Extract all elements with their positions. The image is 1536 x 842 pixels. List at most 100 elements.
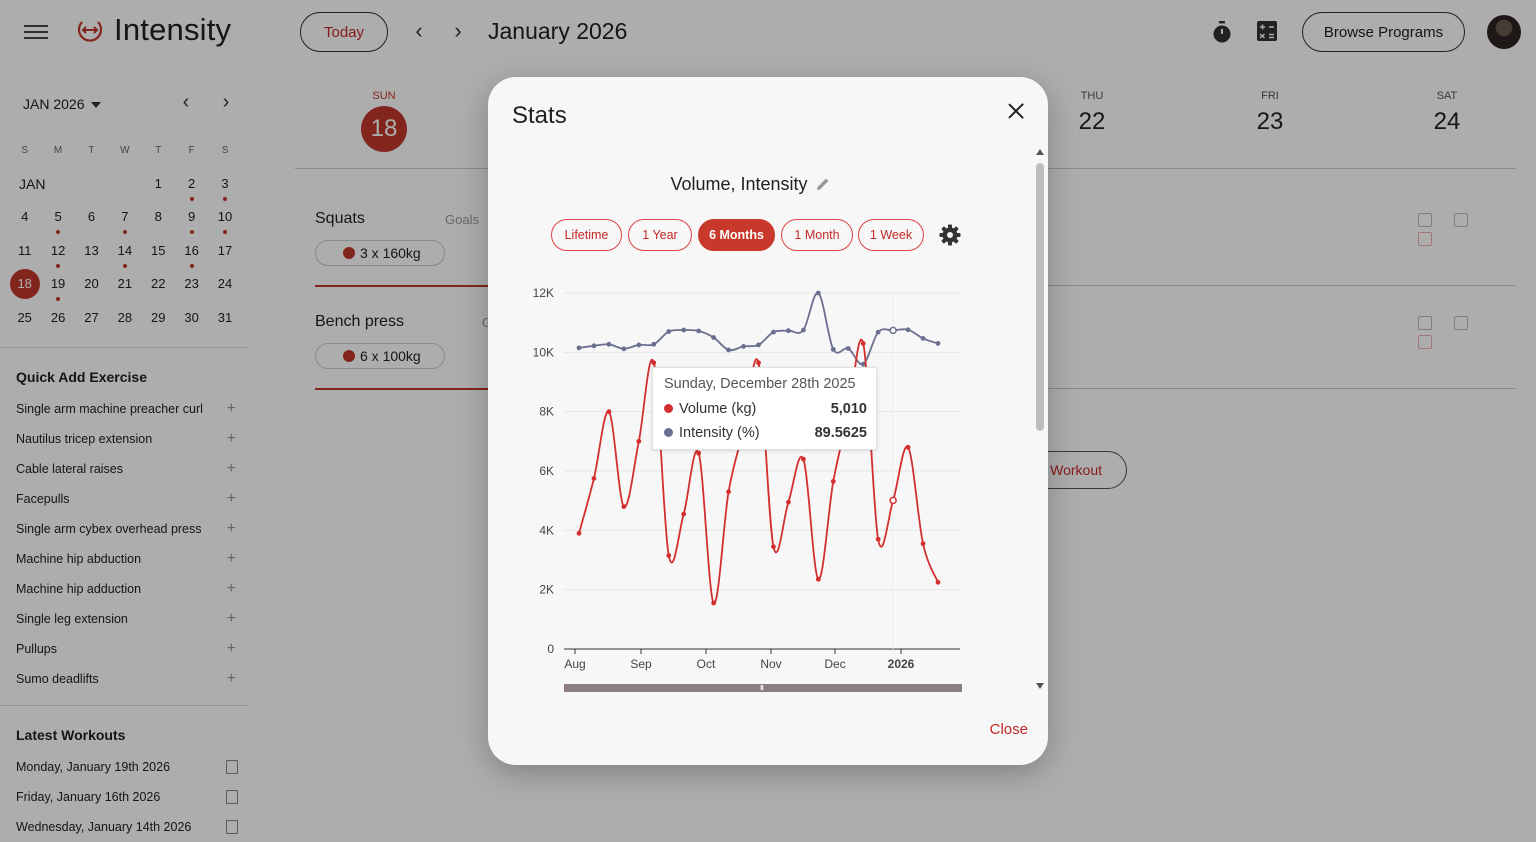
calendar-day[interactable]: 9 [175, 203, 208, 235]
plus-icon[interactable]: + [226, 610, 236, 627]
range-lifetime-button[interactable]: Lifetime [551, 219, 622, 251]
data-point[interactable] [741, 344, 746, 349]
pencil-icon[interactable] [816, 177, 830, 191]
quick-add-item[interactable]: Nautilus tricep extension + [0, 424, 248, 454]
calendar-day[interactable]: 20 [75, 270, 108, 298]
plus-icon[interactable]: + [226, 400, 236, 417]
calendar-day[interactable]: 16 [175, 237, 208, 268]
data-point[interactable] [815, 290, 821, 296]
data-point[interactable] [786, 499, 791, 505]
data-point[interactable] [576, 530, 582, 536]
data-point[interactable] [606, 341, 612, 347]
calendar-day[interactable]: 15 [142, 237, 175, 265]
quick-add-item[interactable]: Pullups + [0, 634, 248, 664]
latest-workout-item[interactable]: Friday, January 16th 2026 [0, 782, 248, 812]
goals-label[interactable]: Goals [445, 212, 479, 227]
quick-add-item[interactable]: Facepulls + [0, 484, 248, 514]
calendar-day[interactable]: 10 [208, 203, 241, 235]
data-point[interactable] [771, 544, 776, 550]
plus-icon[interactable]: + [226, 430, 236, 447]
quick-add-item[interactable]: Sumo deadlifts + [0, 664, 248, 694]
data-point[interactable] [636, 438, 642, 444]
data-point[interactable] [636, 342, 642, 348]
share-icon[interactable] [1454, 316, 1468, 330]
data-point[interactable] [681, 327, 687, 333]
data-point[interactable] [651, 341, 657, 347]
delete-icon[interactable] [1418, 335, 1432, 349]
quick-add-item[interactable]: Machine hip adduction + [0, 574, 248, 604]
calendar-day[interactable]: 5 [41, 203, 74, 235]
set-chip[interactable]: 3 x 160kg [315, 240, 445, 266]
scroll-thumb[interactable] [1036, 163, 1044, 431]
calendar-day[interactable]: 23 [175, 270, 208, 298]
data-point[interactable] [621, 504, 627, 510]
calendar-day[interactable]: 28 [108, 304, 141, 332]
data-point[interactable] [800, 327, 806, 333]
latest-workout-item[interactable]: Monday, January 19th 2026 [0, 752, 248, 782]
calendar-day[interactable]: 17 [208, 237, 241, 265]
calculator-icon[interactable] [1257, 21, 1277, 41]
data-point[interactable] [935, 579, 941, 585]
data-point[interactable] [889, 496, 897, 505]
calendar-day[interactable]: 1 [142, 170, 175, 198]
data-point[interactable] [711, 600, 717, 606]
calendar-day[interactable]: 19 [41, 270, 74, 302]
data-point[interactable] [815, 576, 821, 582]
data-point[interactable] [591, 343, 597, 349]
data-point[interactable] [696, 450, 702, 456]
data-point[interactable] [830, 478, 836, 484]
set-chip[interactable]: 6 x 100kg [315, 343, 445, 369]
avatar[interactable] [1487, 15, 1521, 49]
data-point[interactable] [591, 476, 597, 481]
dialog-scrollbar[interactable] [1034, 149, 1046, 689]
calendar-day[interactable]: 2 [175, 170, 208, 202]
timer-icon[interactable] [1211, 20, 1233, 44]
data-point[interactable] [696, 328, 702, 334]
data-point[interactable] [920, 335, 926, 341]
zoom-slider[interactable] [564, 684, 962, 692]
mini-next-month-icon[interactable]: › [222, 91, 230, 113]
data-point[interactable] [786, 328, 791, 334]
copy-icon[interactable] [226, 790, 238, 804]
data-point[interactable] [666, 553, 672, 558]
data-point[interactable] [651, 360, 657, 366]
day-header-fri[interactable]: FRI 23 [1220, 90, 1320, 136]
plus-icon[interactable]: + [226, 640, 236, 657]
calendar-day[interactable]: 8 [142, 203, 175, 231]
gear-icon[interactable] [938, 223, 962, 247]
copy-icon[interactable] [226, 820, 238, 834]
stats-chart[interactable]: 12K 10K 8K 6K 4K 2K 0 Aug Sep Oct Nov Dec 2026 [488, 267, 1012, 682]
data-point[interactable] [726, 347, 731, 353]
copy-icon[interactable] [1418, 213, 1432, 227]
calendar-day[interactable]: 6 [75, 203, 108, 231]
mini-prev-month-icon[interactable]: ‹ [182, 91, 190, 113]
plus-icon[interactable]: + [226, 490, 236, 507]
calendar-day[interactable]: 29 [142, 304, 175, 332]
quick-add-item[interactable]: Single leg extension + [0, 604, 248, 634]
calendar-day[interactable]: 22 [142, 270, 175, 298]
quick-add-item[interactable]: Machine hip abduction + [0, 544, 248, 574]
day-header-thu[interactable]: THU 22 [1042, 90, 1142, 136]
range-6months-button[interactable]: 6 Months [698, 219, 775, 251]
calendar-day[interactable]: 4 [8, 203, 41, 231]
data-point[interactable] [666, 329, 672, 334]
plus-icon[interactable]: + [226, 580, 236, 597]
day-header-sun[interactable]: SUN 18 [334, 90, 434, 152]
data-point[interactable] [756, 360, 761, 366]
data-point[interactable] [606, 409, 612, 415]
plus-icon[interactable]: + [226, 460, 236, 477]
quick-add-item[interactable]: Single arm cybex overhead press + [0, 514, 248, 544]
data-point[interactable] [830, 346, 836, 352]
calendar-day[interactable]: 25 [8, 304, 41, 332]
data-point[interactable] [905, 444, 911, 450]
range-1month-button[interactable]: 1 Month [781, 219, 853, 251]
plus-icon[interactable]: + [226, 550, 236, 567]
data-point[interactable] [905, 327, 911, 333]
plus-icon[interactable]: + [226, 670, 236, 687]
data-point[interactable] [681, 511, 687, 517]
day-header-sat[interactable]: SAT 24 [1397, 90, 1497, 136]
data-point[interactable] [576, 345, 582, 351]
calendar-day[interactable]: 26 [41, 304, 74, 332]
data-point[interactable] [800, 456, 806, 462]
quick-add-item[interactable]: Cable lateral raises + [0, 454, 248, 484]
